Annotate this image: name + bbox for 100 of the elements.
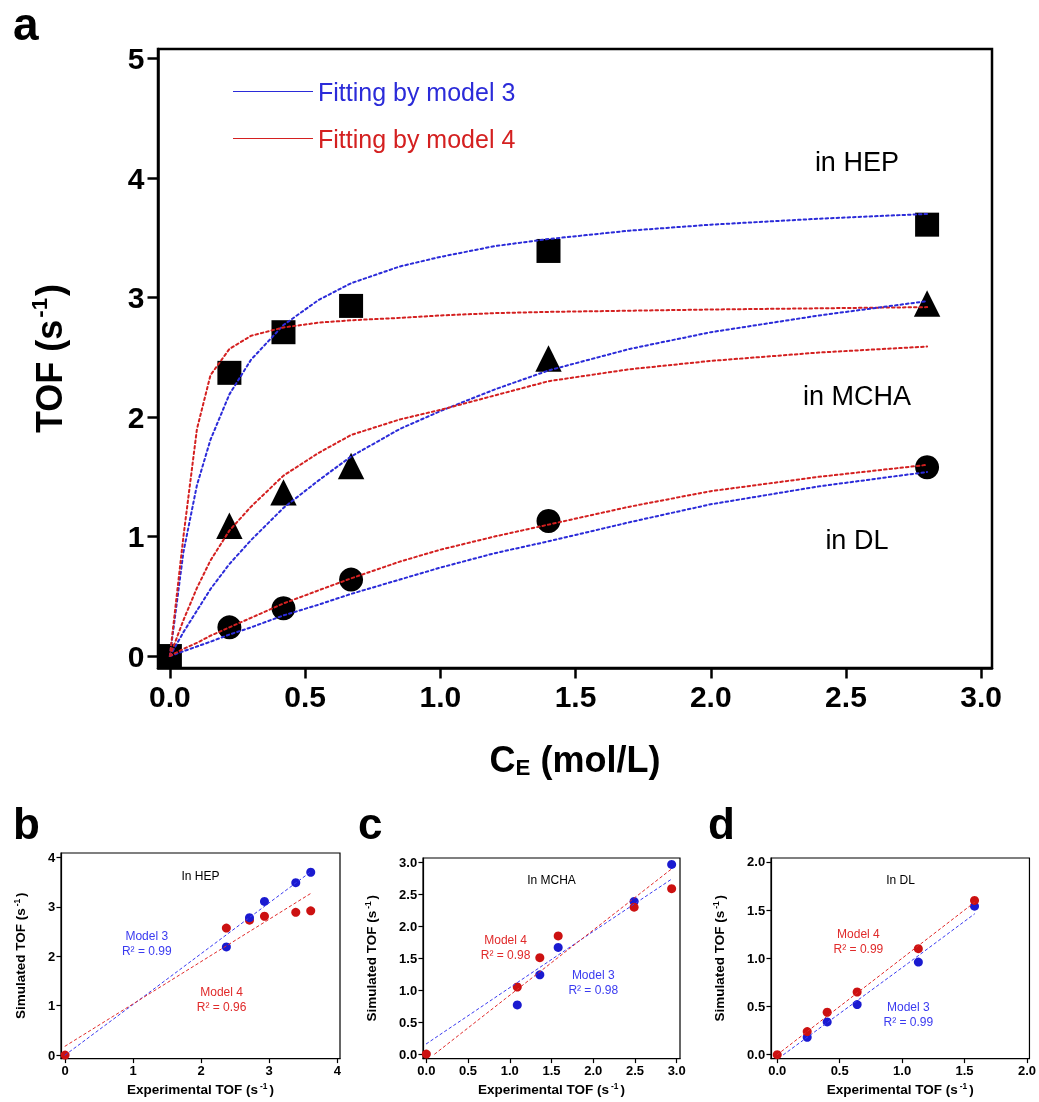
y-axis-title: Simulated TOF (s-1) (11, 892, 28, 1020)
annotation: In DL (886, 873, 916, 888)
point (852, 1000, 862, 1010)
x-tick-label: 3.0 (960, 680, 1003, 713)
y-tick-label: 3 (47, 899, 56, 915)
y-tick-label: 1.5 (399, 950, 418, 966)
y-axis-title: TOF (s-1) (26, 283, 70, 434)
point (270, 479, 297, 506)
series-label: Model 3 R² = 0.99 (121, 928, 172, 958)
legend-label: Fitting by model 3 (318, 77, 516, 106)
y-axis-title: Simulated TOF (s-1) (710, 894, 727, 1022)
point (337, 452, 365, 480)
series-label: Model 3 R² = 0.98 (568, 967, 619, 997)
point (216, 512, 243, 539)
x-tick-label: 3.0 (667, 1063, 686, 1079)
annotation: in HEP (814, 147, 899, 178)
legend-label: Fitting by model 4 (318, 124, 516, 153)
x-tick-label: 0.5 (284, 680, 326, 713)
annotation: In HEP (181, 868, 220, 883)
point (306, 867, 316, 877)
x-tick-label: 0 (61, 1063, 69, 1079)
annotation: in MCHA (802, 380, 911, 411)
x-tick-label: 2.0 (1017, 1063, 1036, 1079)
point (259, 896, 269, 906)
y-tick-label: 0.5 (399, 1014, 418, 1030)
y-tick-label: 3.0 (399, 854, 418, 870)
point (913, 944, 923, 954)
y-tick-label: 0.0 (747, 1047, 766, 1063)
x-tick-label: 0.0 (149, 680, 191, 713)
y-tick-label: 3 (127, 281, 145, 315)
x-tick-label: 1.5 (542, 1063, 561, 1079)
x-tick-label: 1.0 (419, 680, 462, 713)
point (629, 902, 639, 912)
x-tick-label: 1.5 (554, 680, 597, 713)
point (913, 290, 941, 317)
x-tick-label: 0.0 (417, 1063, 436, 1079)
x-tick-label: 2.0 (584, 1063, 603, 1079)
annotation: In MCHA (527, 873, 576, 888)
point (291, 907, 301, 917)
y-tick-label: 2 (47, 948, 56, 964)
point (291, 878, 301, 888)
y-tick-label: 2 (127, 400, 145, 434)
series-label: Model 4 R² = 0.96 (196, 985, 247, 1015)
point (512, 1000, 522, 1010)
y-axis-title: Simulated TOF (s-1) (362, 894, 379, 1022)
x-tick-label: 1.0 (893, 1063, 912, 1079)
point (913, 957, 923, 967)
point (536, 238, 561, 263)
point (553, 931, 563, 941)
point (535, 345, 562, 372)
point (667, 884, 677, 894)
x-tick-label: 0.0 (768, 1063, 787, 1079)
annotation: in DL (825, 524, 889, 555)
x-tick-label: 3 (265, 1063, 273, 1079)
y-tick-label: 1.5 (747, 902, 766, 918)
y-tick-label: 1 (47, 998, 56, 1014)
point (822, 1007, 832, 1017)
y-tick-label: 2.5 (399, 886, 418, 902)
point (553, 942, 563, 952)
point (772, 1050, 782, 1060)
point (306, 906, 316, 916)
y-tick-label: 2.0 (399, 918, 418, 934)
y-tick-label: 0 (127, 639, 145, 673)
y-tick-label: 1.0 (747, 950, 766, 966)
y-tick-label: 0.0 (399, 1046, 418, 1062)
y-tick-label: 5 (127, 42, 145, 76)
point (339, 293, 364, 318)
chart-title: a (13, 0, 39, 50)
point (60, 1050, 70, 1060)
point (259, 911, 269, 921)
point (221, 923, 231, 933)
point (915, 455, 940, 480)
point (667, 859, 677, 869)
chart-title: c (358, 798, 383, 848)
y-tick-label: 0.5 (747, 998, 766, 1014)
y-tick-label: 1 (127, 520, 145, 554)
series-label: Model 3 R² = 0.99 (883, 999, 934, 1029)
series-label: Model 4 R² = 0.99 (833, 926, 884, 956)
x-tick-label: 2 (197, 1063, 205, 1079)
x-tick-label: 1.0 (500, 1063, 519, 1079)
x-tick-label: 1.5 (955, 1063, 974, 1079)
point (915, 212, 940, 237)
x-tick-label: 4 (333, 1063, 342, 1079)
y-tick-label: 2.0 (747, 854, 766, 870)
point (339, 567, 364, 592)
x-tick-label: 0.5 (830, 1063, 849, 1079)
y-tick-label: 1.0 (399, 982, 418, 998)
x-tick-label: 2.5 (625, 1063, 644, 1079)
series-label: Model 4 R² = 0.98 (480, 933, 531, 962)
point (536, 509, 561, 534)
x-axis-title: CE (mol/L) (489, 738, 661, 780)
x-tick-label: 2.5 (825, 680, 867, 713)
y-tick-label: 0 (47, 1047, 56, 1063)
point (535, 953, 545, 963)
chart-title: b (13, 798, 40, 848)
point (421, 1049, 431, 1059)
chart-title: d (708, 798, 735, 848)
x-tick-label: 2.0 (689, 680, 732, 713)
point (970, 895, 980, 905)
y-tick-label: 4 (127, 161, 145, 195)
